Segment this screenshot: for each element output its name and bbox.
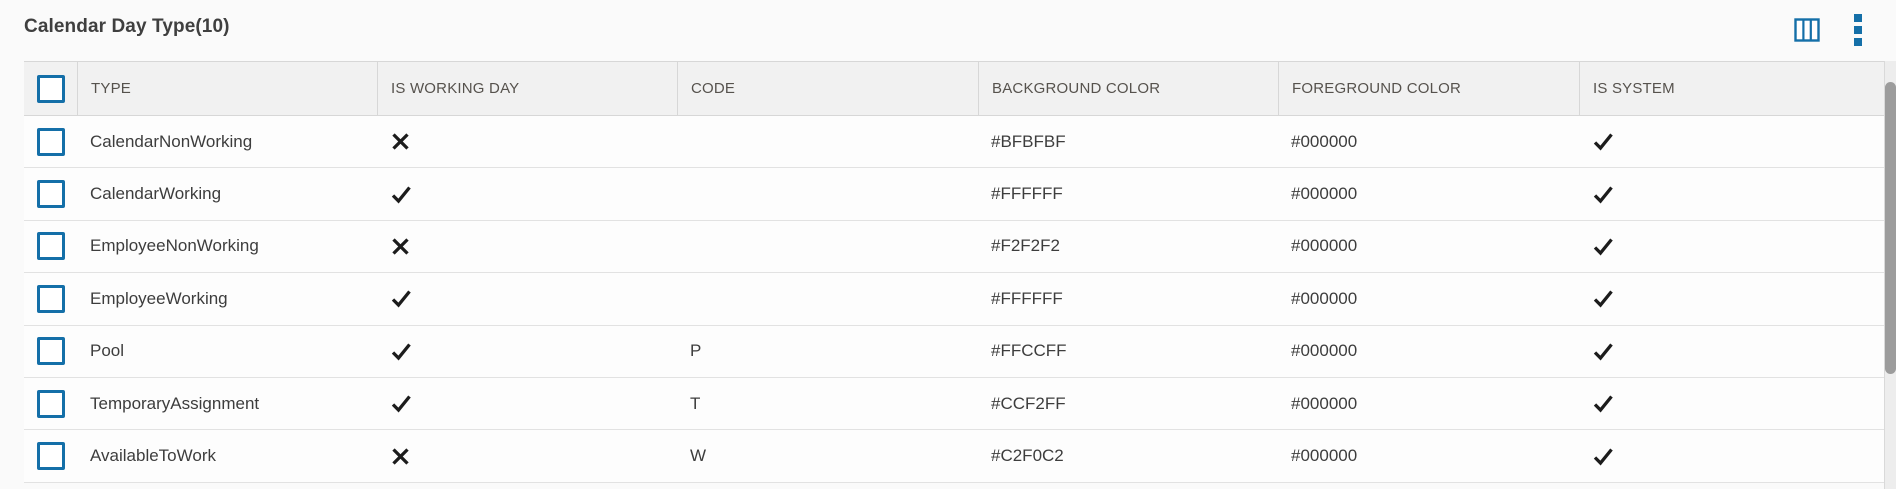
cell-is_working_day <box>377 326 677 377</box>
row-checkbox[interactable] <box>36 180 65 209</box>
row-select-cell <box>24 116 77 167</box>
row-checkbox[interactable] <box>36 127 65 156</box>
row-select-cell <box>24 221 77 272</box>
grid-header: TYPE IS WORKING DAY CODE BACKGROUND COLOR FO… <box>24 61 1884 116</box>
cell-is_system <box>1579 273 1884 324</box>
page-title: Calendar Day Type(10) <box>24 16 230 37</box>
cell-is_system <box>1579 168 1884 219</box>
cell-code <box>677 273 978 324</box>
cell-type: CalendarNonWorking <box>90 131 253 151</box>
cell-foreground_color: #000000 <box>1291 184 1358 204</box>
column-chooser-icon <box>1794 18 1820 42</box>
cell-code <box>677 116 978 167</box>
cell-type: TemporaryAssignment <box>90 393 260 413</box>
cell-is_working_day <box>377 273 677 324</box>
cell-is_working_day <box>377 116 677 167</box>
select-all-cell <box>24 62 77 115</box>
cell-background_color: #C2F0C2 <box>991 446 1064 466</box>
cell-foreground_color: #000000 <box>1291 446 1358 466</box>
row-select-cell <box>24 430 77 481</box>
cell-background_color: #FFFFFF <box>991 288 1063 308</box>
data-grid: TYPE IS WORKING DAY CODE BACKGROUND COLOR FO… <box>24 61 1884 483</box>
cell-code: P <box>690 341 702 361</box>
cell-foreground_color: #000000 <box>1291 288 1358 308</box>
vertical-scrollbar[interactable] <box>1884 61 1896 489</box>
cell-is_working_day <box>377 221 677 272</box>
cell-is_working_day <box>377 168 677 219</box>
cell-is_system <box>1579 378 1884 429</box>
more-options-button[interactable] <box>1842 14 1874 46</box>
row-select-cell <box>24 326 77 377</box>
column-header-code[interactable]: CODE <box>677 62 978 115</box>
cell-is_system <box>1579 430 1884 481</box>
row-checkbox[interactable] <box>36 284 65 313</box>
cell-background_color: #FFFFFF <box>991 184 1063 204</box>
cell-foreground_color: #000000 <box>1291 341 1358 361</box>
column-header-type[interactable]: TYPE <box>77 62 377 115</box>
table-row[interactable]: CalendarWorking #FFFFFF #000000 <box>24 168 1884 221</box>
cross-icon <box>392 238 409 255</box>
column-header-is_working_day[interactable]: IS WORKING DAY <box>377 62 677 115</box>
vertical-ellipsis-icon <box>1854 14 1862 46</box>
check-icon <box>1593 238 1613 256</box>
cell-foreground_color: #000000 <box>1291 131 1358 151</box>
cell-foreground_color: #000000 <box>1291 393 1358 413</box>
table-row[interactable]: CalendarNonWorking #BFBFBF #000000 <box>24 116 1884 169</box>
check-icon <box>1593 395 1613 413</box>
cell-type: AvailableToWork <box>90 446 216 466</box>
table-row[interactable]: Pool P #FFCCFF #000000 <box>24 325 1884 378</box>
check-icon <box>1593 186 1613 204</box>
grid-body: CalendarNonWorking #BFBFBF #000000 Calendar… <box>24 116 1884 483</box>
table-row[interactable]: TemporaryAssignment T #CCF2FF #000000 <box>24 377 1884 431</box>
cell-is_system <box>1579 221 1884 272</box>
column-header-background_color[interactable]: BACKGROUND COLOR <box>978 62 1278 115</box>
scrollbar-thumb[interactable] <box>1885 82 1896 374</box>
row-checkbox[interactable] <box>36 232 65 261</box>
cell-is_working_day <box>377 378 677 429</box>
panel-titlebar: Calendar Day Type(10) <box>0 0 1896 61</box>
table-row[interactable]: EmployeeWorking #FFFFFF #000000 <box>24 273 1884 326</box>
cell-is_system <box>1579 116 1884 167</box>
cell-type: EmployeeWorking <box>90 288 228 308</box>
cell-is_working_day <box>377 430 677 481</box>
cross-icon <box>392 447 409 465</box>
cell-background_color: #CCF2FF <box>991 393 1066 413</box>
row-checkbox[interactable] <box>36 389 65 418</box>
row-select-cell <box>24 378 77 429</box>
cell-code <box>677 168 978 219</box>
check-icon <box>391 186 411 204</box>
row-select-cell <box>24 168 77 219</box>
cell-background_color: #F2F2F2 <box>991 236 1060 256</box>
check-icon <box>1593 447 1613 465</box>
check-icon <box>391 395 411 413</box>
cell-code: T <box>690 393 701 413</box>
column-header-foreground_color[interactable]: FOREGROUND COLOR <box>1278 62 1579 115</box>
table-row[interactable]: EmployeeNonWorking #F2F2F2 #000000 <box>24 220 1884 274</box>
check-icon <box>391 290 411 308</box>
check-icon <box>391 343 411 361</box>
column-chooser-button[interactable] <box>1791 14 1823 46</box>
check-icon <box>1593 133 1613 151</box>
row-select-cell <box>24 273 77 324</box>
cell-foreground_color: #000000 <box>1291 236 1358 256</box>
cell-code: W <box>690 446 707 466</box>
check-icon <box>1593 343 1613 361</box>
row-checkbox[interactable] <box>36 337 65 366</box>
cell-type: CalendarWorking <box>90 184 222 204</box>
check-icon <box>1593 290 1613 308</box>
column-header-is_system[interactable]: IS SYSTEM <box>1579 62 1884 115</box>
cell-is_system <box>1579 326 1884 377</box>
cell-background_color: #BFBFBF <box>991 131 1066 151</box>
cell-type: EmployeeNonWorking <box>90 236 259 256</box>
select-all-checkbox[interactable] <box>36 74 65 103</box>
row-checkbox[interactable] <box>36 442 65 471</box>
cross-icon <box>392 133 409 150</box>
cell-code <box>677 221 978 272</box>
cell-type: Pool <box>90 341 125 361</box>
cell-background_color: #FFCCFF <box>991 341 1067 361</box>
table-row[interactable]: AvailableToWork W #C2F0C2 #000000 <box>24 430 1884 483</box>
